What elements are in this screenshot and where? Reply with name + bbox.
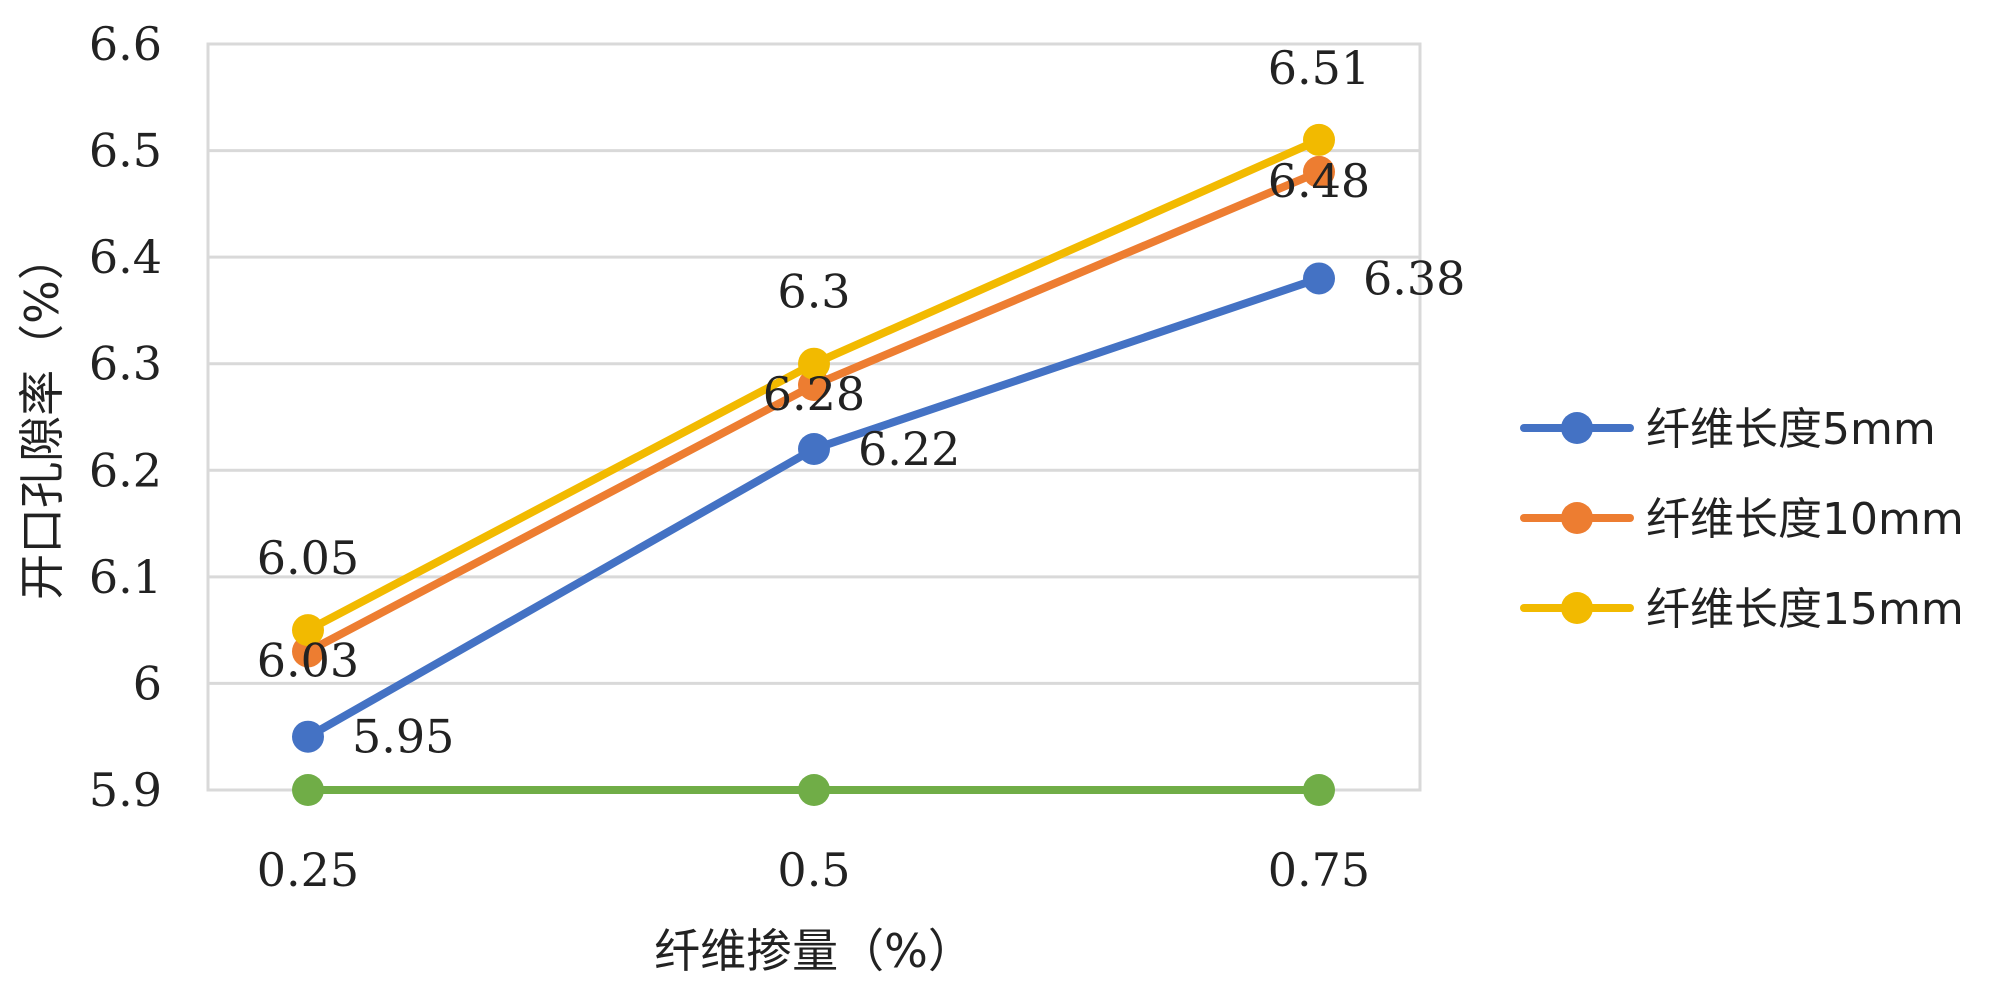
x-axis-title: 纤维掺量（%）: [654, 924, 974, 978]
y-axis-ticks: 5.9 6 6.1 6.2 6.3 6.4 6.5 6.6: [89, 17, 162, 817]
data-point-0-2: [1303, 262, 1335, 295]
legend-label-2: 纤维长度15mm: [1646, 584, 1964, 635]
legend-label-0: 纤维长度5mm: [1646, 404, 1936, 455]
data-label-1-0: 6.03: [257, 633, 359, 687]
data-point-3-0: [292, 774, 324, 806]
data-label-2-2: 6.51: [1268, 41, 1370, 95]
y-tick-label: 6: [133, 656, 162, 710]
y-tick-label: 6.4: [89, 230, 162, 284]
data-point-1-2: [1303, 155, 1335, 188]
data-labels: 5.95 6.22 6.38 6.03 6.28 6.48 6.05 6.3 6.51: [257, 41, 1466, 764]
x-axis-ticks: 0.25 0.5 0.75: [257, 843, 1370, 897]
data-label-0-1: 6.22: [858, 422, 960, 476]
data-point-0-1: [798, 432, 830, 465]
y-tick-label: 6.6: [89, 17, 162, 71]
data-point-3-1: [798, 774, 830, 806]
legend: 纤维长度5mm 纤维长度10mm 纤维长度15mm: [1520, 404, 1964, 635]
y-tick-label: 5.9: [89, 763, 162, 817]
data-point-3-2: [1303, 774, 1335, 806]
data-point-2-2: [1303, 123, 1335, 156]
y-tick-label: 6.3: [89, 337, 162, 391]
data-label-2-0: 6.05: [257, 531, 359, 585]
data-label-2-1: 6.3: [777, 265, 850, 319]
y-tick-label: 6.5: [89, 124, 162, 178]
data-point-2-1: [798, 347, 830, 380]
data-label-1-2: 6.48: [1268, 154, 1370, 208]
x-tick-label: 0.75: [1268, 843, 1370, 897]
data-point-2-0: [292, 614, 324, 647]
legend-marker-1: [1561, 502, 1593, 534]
legend-marker-2: [1561, 592, 1593, 624]
y-axis-title: 开口孔隙率（%）: [15, 234, 69, 600]
data-label-1-1: 6.28: [763, 367, 865, 421]
x-tick-label: 0.25: [257, 843, 359, 897]
x-tick-label: 0.5: [777, 843, 850, 897]
data-label-0-0: 5.95: [352, 710, 454, 764]
legend-label-1: 纤维长度10mm: [1646, 494, 1964, 545]
y-tick-label: 6.2: [89, 443, 162, 497]
y-tick-label: 6.1: [89, 550, 162, 604]
data-point-0-0: [292, 720, 324, 753]
data-label-0-2: 6.38: [1363, 251, 1465, 305]
legend-marker-0: [1561, 412, 1593, 444]
series-group: [292, 123, 1335, 806]
